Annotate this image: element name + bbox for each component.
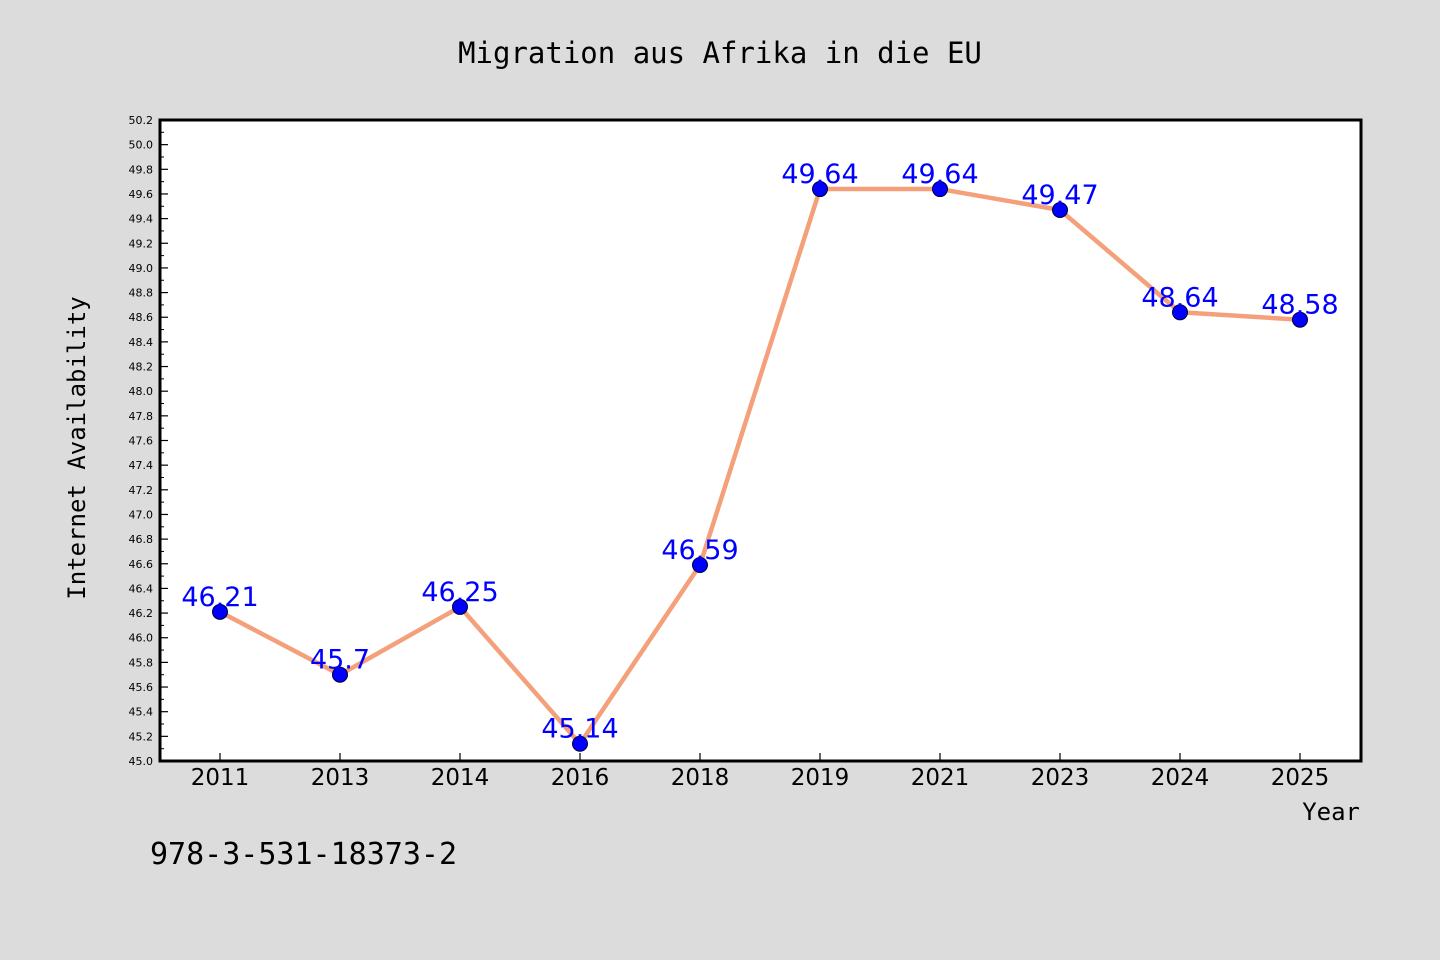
y-axis-label: Internet Availability: [63, 296, 91, 599]
data-label: 49.64: [781, 159, 858, 190]
data-label: 49.47: [1021, 180, 1098, 211]
data-point: [1172, 304, 1188, 321]
y-tick-label: 45.2: [129, 730, 154, 743]
data-labels: 46.21 45.7 46.25 45.14 46.59 49.64 49.64 49.47 4…: [181, 159, 1338, 745]
x-tick-label: 2023: [1031, 765, 1090, 791]
y-tick-label: 46.0: [129, 632, 154, 645]
y-tick-label: 46.2: [129, 607, 154, 620]
y-tick-label: 45.6: [129, 681, 154, 694]
x-tick-label: 2019: [791, 765, 850, 791]
y-tick-label: 47.0: [129, 508, 154, 521]
series-line: [217, 186, 1303, 746]
y-tick-label: 48.8: [129, 287, 154, 300]
y-tick-label: 49.0: [129, 262, 154, 275]
data-label: 48.64: [1141, 282, 1218, 313]
y-tick-label: 47.6: [129, 435, 154, 448]
y-tick-label: 46.8: [129, 533, 154, 546]
y-tick-label: 45.4: [129, 706, 154, 719]
y-tick-label: 49.4: [129, 213, 154, 226]
x-tick-label: 2011: [191, 765, 250, 791]
data-point: [572, 735, 588, 752]
data-label: 48.58: [1261, 290, 1338, 321]
data-point: [692, 557, 708, 574]
x-tick-label: 2013: [311, 765, 370, 791]
chart-title: Migration aus Afrika in die EU: [458, 36, 982, 70]
plot-area: [160, 120, 1361, 761]
data-point: [212, 603, 228, 620]
data-points: [212, 181, 1308, 752]
y-tick-label: 48.4: [129, 336, 154, 349]
data-point: [1292, 311, 1308, 328]
data-label: 49.64: [901, 159, 978, 190]
y-tick-label: 49.6: [129, 188, 154, 201]
y-tick-label: 47.4: [129, 459, 154, 472]
x-tick-label: 2025: [1271, 765, 1330, 791]
isbn-annotation: 978-3-531-18373-2: [150, 837, 457, 872]
y-tick-label: 48.6: [129, 311, 154, 324]
data-label: 46.25: [421, 577, 498, 608]
data-label: 45.7: [310, 645, 370, 676]
data-point: [1052, 201, 1068, 218]
data-label: 46.21: [181, 582, 258, 613]
y-tick-label: 46.6: [129, 558, 154, 571]
data-point: [452, 598, 468, 615]
y-tick-label: 47.8: [129, 410, 154, 423]
y-tick-label: 50.0: [129, 139, 154, 152]
y-tick-label: 47.2: [129, 484, 154, 497]
y-tick-label: 45.8: [129, 656, 154, 669]
y-tick-label: 49.8: [129, 163, 154, 176]
x-axis-label: Year: [1302, 798, 1360, 826]
y-tick-label: 50.2: [129, 114, 154, 127]
x-tick-label: 2021: [911, 765, 970, 791]
y-tick-label: 48.2: [129, 361, 154, 374]
series-line-group: [217, 186, 1303, 746]
data-point: [932, 181, 948, 198]
x-tick-label: 2024: [1151, 765, 1210, 791]
y-tick-label: 49.2: [129, 237, 154, 250]
data-point: [812, 181, 828, 198]
y-tick-label: 48.0: [129, 385, 154, 398]
data-point: [332, 666, 348, 683]
x-axis: 2011 2013 2014 2016 2018 2019 2021 2023 2024 2025: [191, 753, 1330, 791]
plot-frame: [158, 118, 1363, 763]
y-tick-label: 45.0: [129, 755, 154, 768]
y-tick-label: 46.4: [129, 582, 154, 595]
y-axis: 45.0 45.2 45.4 45.6 45.8 46.0 46.2 46.4 46.6 46.8…: [129, 114, 168, 768]
data-label: 46.59: [661, 535, 738, 566]
x-tick-label: 2018: [671, 765, 730, 791]
x-tick-label: 2014: [431, 765, 490, 791]
data-label: 45.14: [541, 714, 618, 745]
x-tick-label: 2016: [551, 765, 610, 791]
